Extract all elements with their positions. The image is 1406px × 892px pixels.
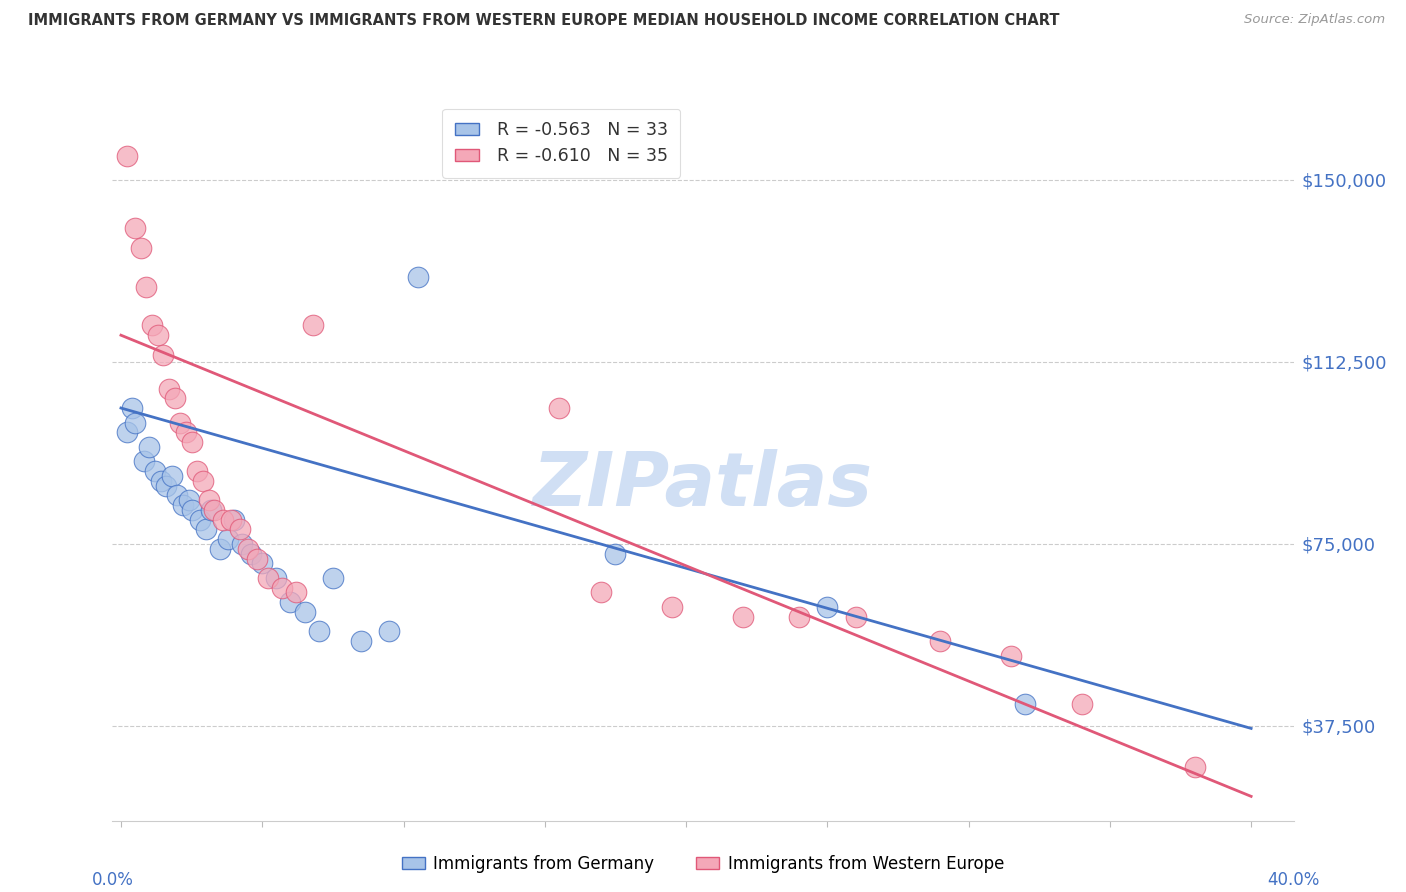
Point <box>124 416 146 430</box>
Point <box>129 241 152 255</box>
Legend: Immigrants from Germany, Immigrants from Western Europe: Immigrants from Germany, Immigrants from… <box>395 848 1011 880</box>
Point <box>143 464 166 478</box>
Point <box>141 318 163 333</box>
Point <box>285 585 308 599</box>
Point <box>194 522 217 536</box>
Point <box>132 454 155 468</box>
Point <box>211 513 233 527</box>
Point <box>157 382 180 396</box>
Point <box>152 348 174 362</box>
Point <box>166 488 188 502</box>
Point <box>180 503 202 517</box>
Point <box>231 537 253 551</box>
Point <box>121 401 143 415</box>
Point <box>174 425 197 440</box>
Point <box>1184 760 1206 774</box>
Text: Source: ZipAtlas.com: Source: ZipAtlas.com <box>1244 13 1385 27</box>
Point <box>661 600 683 615</box>
Text: IMMIGRANTS FROM GERMANY VS IMMIGRANTS FROM WESTERN EUROPE MEDIAN HOUSEHOLD INCOM: IMMIGRANTS FROM GERMANY VS IMMIGRANTS FR… <box>28 13 1060 29</box>
Point <box>124 221 146 235</box>
Point <box>605 547 627 561</box>
Legend:   R = -0.563   N = 33,   R = -0.610   N = 35: R = -0.563 N = 33, R = -0.610 N = 35 <box>443 109 681 178</box>
Point <box>191 474 214 488</box>
Point <box>217 532 239 546</box>
Point <box>406 269 429 284</box>
Point <box>197 493 219 508</box>
Point <box>138 440 160 454</box>
Point <box>815 600 838 615</box>
Point <box>146 328 169 343</box>
Point <box>115 148 138 162</box>
Point <box>548 401 571 415</box>
Point <box>202 503 225 517</box>
Point <box>302 318 325 333</box>
Point <box>228 522 250 536</box>
Point <box>308 624 330 639</box>
Point <box>160 469 183 483</box>
Point <box>787 609 810 624</box>
Point <box>731 609 754 624</box>
Point <box>245 551 267 566</box>
Point <box>188 513 211 527</box>
Point <box>236 541 259 556</box>
Text: 0.0%: 0.0% <box>91 871 134 888</box>
Point <box>271 581 294 595</box>
Point <box>280 595 302 609</box>
Point <box>177 493 200 508</box>
Point <box>180 435 202 450</box>
Point <box>350 634 373 648</box>
Point <box>257 571 280 585</box>
Point <box>115 425 138 440</box>
Point <box>163 392 186 406</box>
Point <box>208 541 231 556</box>
Point <box>172 498 194 512</box>
Point <box>219 513 242 527</box>
Point <box>135 279 157 293</box>
Point <box>169 416 191 430</box>
Point <box>845 609 868 624</box>
Point <box>1070 697 1092 711</box>
Point <box>1000 648 1022 663</box>
Point <box>200 503 222 517</box>
Point <box>322 571 344 585</box>
Point <box>149 474 172 488</box>
Point <box>239 547 262 561</box>
Point <box>591 585 613 599</box>
Point <box>378 624 401 639</box>
Point <box>266 571 288 585</box>
Text: 40.0%: 40.0% <box>1267 871 1320 888</box>
Point <box>294 605 316 619</box>
Point <box>252 557 274 571</box>
Point <box>929 634 952 648</box>
Point <box>1014 697 1036 711</box>
Text: ZIPatlas: ZIPatlas <box>533 449 873 522</box>
Point <box>222 513 245 527</box>
Point <box>186 464 208 478</box>
Point <box>155 478 177 492</box>
